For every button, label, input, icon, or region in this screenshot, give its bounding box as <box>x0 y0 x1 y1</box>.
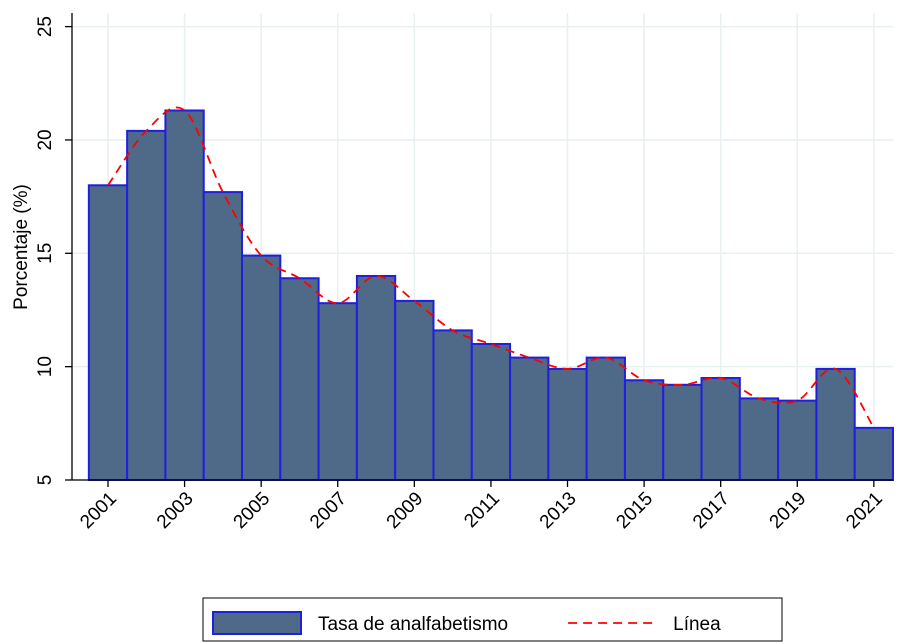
bar <box>470 342 512 482</box>
bar <box>815 367 856 482</box>
y-tick-label: 15 <box>35 243 56 264</box>
x-tick-label: 2013 <box>536 488 581 533</box>
y-axis-label: Porcentaje (%) <box>11 184 32 310</box>
bar <box>394 299 435 482</box>
bar <box>738 397 780 481</box>
x-tick-label: 2009 <box>383 488 428 533</box>
bar <box>432 329 473 481</box>
bar <box>700 376 741 482</box>
x-tick-label: 2005 <box>230 488 275 533</box>
bar <box>777 399 818 481</box>
bar <box>585 356 626 481</box>
bar <box>202 191 244 482</box>
bar <box>662 383 703 481</box>
x-tick-label: 2021 <box>842 488 887 533</box>
bar <box>547 367 588 482</box>
bar <box>241 254 282 481</box>
y-tick-label: 10 <box>35 356 56 377</box>
marks <box>87 106 895 482</box>
y-tick-label: 5 <box>35 475 56 486</box>
bar <box>164 109 205 481</box>
bar <box>623 379 665 482</box>
y-tick-label: 20 <box>35 129 56 150</box>
bar <box>509 356 550 481</box>
bar <box>279 277 320 481</box>
x-tick-label: 2015 <box>612 488 657 533</box>
x-tick-label: 2007 <box>306 488 351 533</box>
bar <box>355 274 397 482</box>
x-tick-label: 2011 <box>460 488 504 532</box>
line <box>107 106 875 429</box>
legend: Tasa de analfabetismo Línea <box>212 611 721 635</box>
legend-label: Línea <box>673 614 721 635</box>
x-tick-label: 2001 <box>76 488 121 533</box>
x-tick-label: 2019 <box>766 488 811 533</box>
bar <box>87 184 129 481</box>
x-tick-label: 2017 <box>689 488 734 533</box>
bar <box>853 426 895 481</box>
legend-label: Tasa de analfabetismo <box>318 614 508 635</box>
y-tick-label: 25 <box>35 16 56 37</box>
bar <box>126 129 167 482</box>
legend-swatch <box>212 611 302 635</box>
x-tick-label: 2003 <box>153 488 198 533</box>
bar <box>317 302 358 481</box>
